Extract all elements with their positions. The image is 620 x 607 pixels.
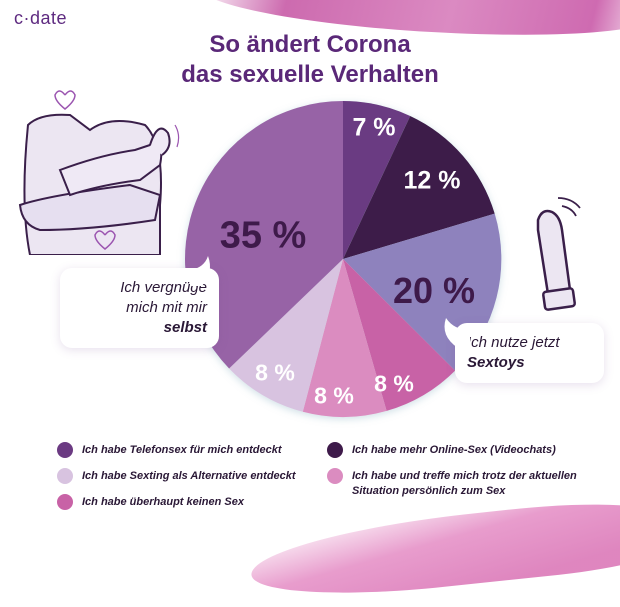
brand-logo: c·date [14,8,68,28]
slice-selbst[interactable] [185,101,343,369]
callout-selbst-tail [190,256,210,286]
pie-slices [185,101,502,418]
legend-swatch-icon [327,468,343,484]
pie-label-persoenlich: 8 % [314,382,354,409]
legend-label: Ich habe mehr Online-Sex (Videochats) [352,444,556,456]
chart-title: So ändert Corona das sexuelle Verhalten [0,30,620,90]
callout-selbst-line-3: selbst [163,319,207,336]
legend-swatch-icon [327,442,343,458]
legend-item-sexting: Ich habe Sexting als Alternative entdeck… [57,468,327,484]
legend-item-kein-sex: Ich habe überhaupt keinen Sex [57,494,317,510]
pie-label-sexting: 8 % [255,359,295,386]
legend-label: Ich habe Telefonsex für mich entdeckt [82,444,282,456]
chart-title-line-2: das sexuelle Verhalten [181,61,439,88]
slice-kein-sex[interactable] [343,259,456,411]
callout-selbst-line-1: Ich vergnüge [120,279,207,296]
pie-label-selbst: 35 % [219,214,307,257]
callout-sextoys-line-2: Sextoys [467,354,525,371]
legend-item-persoenlich: Ich habe und treffe mich trotz der aktue… [327,468,577,499]
pie-label-online-sex: 12 % [403,166,461,195]
sextoy-illustration [536,197,581,311]
slice-telefonsex[interactable] [343,101,411,259]
legend-label: Ich habe überhaupt keinen Sex [82,496,244,508]
pie-label-kein-sex: 8 % [374,370,414,397]
callout-selbst: Ich vergnüge mich mit mir selbst [60,268,219,348]
self-hug-illustration [18,90,180,255]
slice-online-sex[interactable] [343,116,495,259]
legend-item-online-sex: Ich habe mehr Online-Sex (Videochats) [327,442,597,458]
callout-sextoys-line-1: Ich nutze jetzt [467,334,560,351]
chart-title-line-1: So ändert Corona [209,31,411,58]
pie-label-sextoys: 20 % [392,270,476,311]
callout-selbst-line-2: mich mit mir [126,299,207,316]
pie-chart [185,101,502,418]
legend-swatch-icon [57,494,73,510]
slice-persoenlich[interactable] [302,259,387,418]
pie-label-telefonsex: 7 % [352,113,396,142]
callout-sextoys-tail [444,318,470,348]
callout-sextoys: Ich nutze jetzt Sextoys [455,323,604,383]
legend-swatch-icon [57,468,73,484]
legend-label: Ich habe Sexting als Alternative entdeck… [82,470,296,482]
legend-swatch-icon [57,442,73,458]
legend-label: Ich habe und treffe mich trotz der aktue… [352,470,577,497]
slice-sexting[interactable] [229,259,343,412]
legend-item-telefonsex: Ich habe Telefonsex für mich entdeckt [57,442,317,458]
